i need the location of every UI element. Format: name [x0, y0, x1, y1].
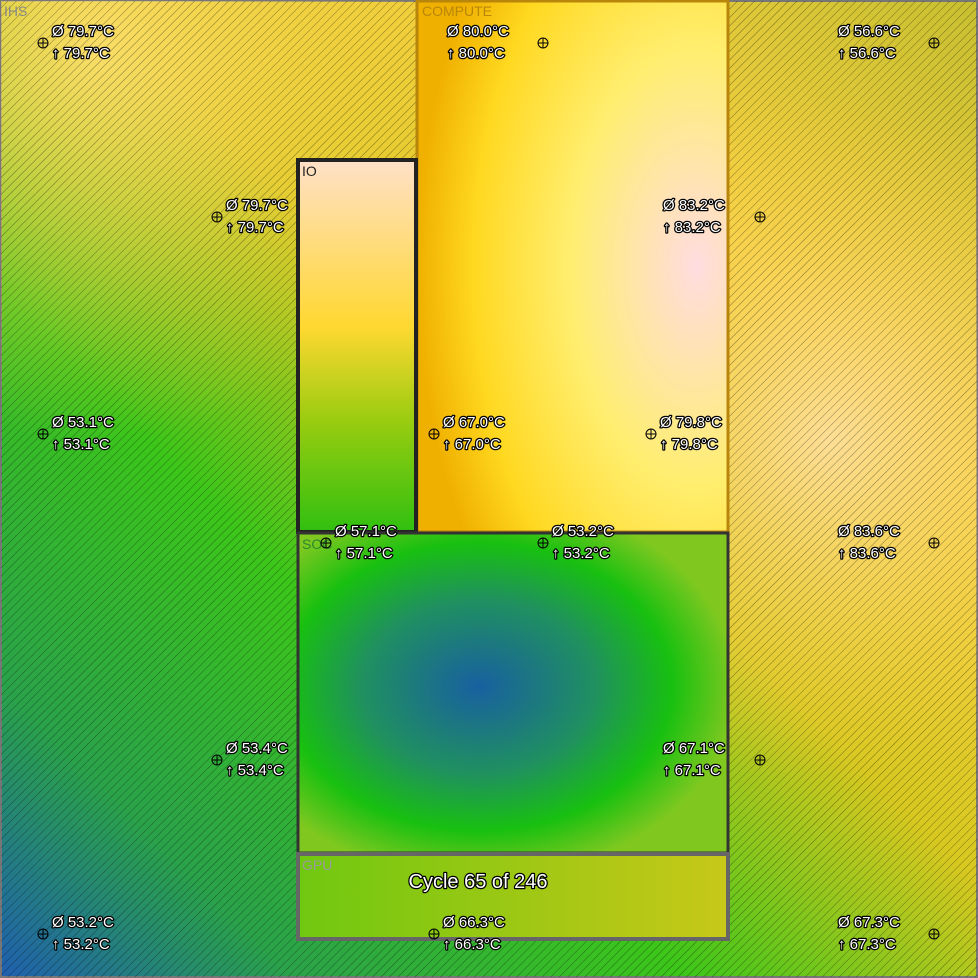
cycle-status: Cycle 65 of 246 — [409, 871, 548, 893]
sensor-average: Ø 83.6°C — [838, 523, 900, 540]
sensor-maximum: ↑ 83.6°C — [838, 545, 896, 562]
sensor: Ø 53.4°C ↑ 53.4°C — [211, 739, 289, 780]
sensor: Ø 66.3°C ↑ 66.3°C — [428, 913, 506, 954]
sensor-average: Ø 79.7°C — [52, 23, 114, 40]
sensor-average: Ø 67.1°C — [663, 740, 725, 757]
region-label: IO — [302, 163, 317, 179]
sensor-maximum: ↑ 79.7°C — [226, 219, 284, 236]
sensor: Ø 67.1°C ↑ 67.1°C — [662, 739, 766, 780]
sensor-average: Ø 83.2°C — [663, 197, 725, 214]
region-label: COMPUTE — [422, 3, 492, 19]
sensor: Ø 56.6°C ↑ 56.6°C — [837, 22, 940, 63]
sensors: Ø 79.7°C ↑ 79.7°C Ø 80.0°C ↑ 80.0°C Ø 56.6°C… — [37, 22, 940, 954]
sensor-maximum: ↑ 53.2°C — [552, 545, 610, 562]
sensor-maximum: ↑ 66.3°C — [443, 936, 501, 953]
sensor-maximum: ↑ 53.1°C — [52, 436, 110, 453]
sensor: Ø 57.1°C ↑ 57.1°C — [320, 522, 398, 563]
sensor-average: Ø 80.0°C — [447, 23, 509, 40]
sensor-maximum: ↑ 67.3°C — [838, 936, 896, 953]
sensor-average: Ø 67.3°C — [838, 914, 900, 931]
sensor: Ø 79.7°C ↑ 79.7°C — [211, 196, 289, 237]
sensor: Ø 53.2°C ↑ 53.2°C — [37, 913, 115, 954]
sensor-average: Ø 66.3°C — [443, 914, 505, 931]
sensor-maximum: ↑ 56.6°C — [838, 45, 896, 62]
sensor-maximum: ↑ 79.7°C — [52, 45, 110, 62]
sensor-maximum: ↑ 53.4°C — [226, 762, 284, 779]
sensor: Ø 80.0°C ↑ 80.0°C — [446, 22, 549, 63]
sensor: Ø 83.6°C ↑ 83.6°C — [837, 522, 940, 563]
sensor-maximum: ↑ 67.1°C — [663, 762, 721, 779]
sensor-maximum: ↑ 57.1°C — [335, 545, 393, 562]
sensor-average: Ø 79.7°C — [226, 197, 288, 214]
region-label: GPU — [302, 857, 332, 873]
sensor: Ø 67.0°C ↑ 67.0°C — [428, 413, 506, 454]
sensor: Ø 53.1°C ↑ 53.1°C — [37, 413, 115, 454]
gpu-die — [296, 852, 730, 941]
sensor-maximum: ↑ 83.2°C — [663, 219, 721, 236]
sensor: Ø 83.2°C ↑ 83.2°C — [662, 196, 766, 237]
sensor-average: Ø 53.2°C — [52, 914, 114, 931]
sensor-maximum: ↑ 53.2°C — [52, 936, 110, 953]
io-die — [296, 158, 418, 534]
sensor-maximum: ↑ 80.0°C — [447, 45, 505, 62]
sensor-average: Ø 53.2°C — [552, 523, 614, 540]
soc-die — [296, 531, 730, 855]
sensor-average: Ø 53.1°C — [52, 414, 114, 431]
region-label: IHS — [4, 3, 27, 19]
sensor-average: Ø 53.4°C — [226, 740, 288, 757]
sensor-maximum: ↑ 79.8°C — [660, 436, 718, 453]
sensor: Ø 53.2°C ↑ 53.2°C — [537, 522, 615, 563]
sensor: Ø 67.3°C ↑ 67.3°C — [837, 913, 940, 954]
sensor-average: Ø 67.0°C — [443, 414, 505, 431]
sensor-average: Ø 57.1°C — [335, 523, 397, 540]
sensor: Ø 79.7°C ↑ 79.7°C — [37, 22, 115, 63]
sensor: Ø 79.8°C ↑ 79.8°C — [645, 413, 723, 454]
sensor-maximum: ↑ 67.0°C — [443, 436, 501, 453]
sensor-average: Ø 56.6°C — [838, 23, 900, 40]
sensor-average: Ø 79.8°C — [660, 414, 722, 431]
